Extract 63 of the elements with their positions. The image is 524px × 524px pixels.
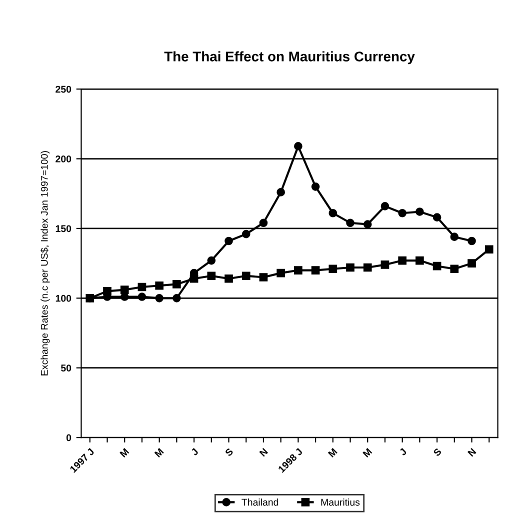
point [224,274,233,283]
point [380,202,390,210]
point [172,294,181,302]
point [259,218,268,228]
point [294,142,302,150]
point [311,182,320,191]
y-axis-title: Exchange Rates (n.c per US$, Index Jan 1997=100) [40,151,50,376]
legend-label: Mauritius [321,498,360,506]
point [190,274,198,283]
y-tick-label: 0 [66,434,72,442]
point [484,245,494,254]
point [155,294,164,302]
point [328,208,338,218]
point [242,230,250,238]
point [432,213,442,222]
point [468,236,476,246]
x-tick-label: M [362,448,372,458]
point [450,264,459,274]
x-tick-label: M [154,448,164,458]
point [172,280,181,288]
point [86,294,94,302]
point [138,292,146,301]
x-tick-label: S [432,448,442,457]
point [346,263,354,272]
point [224,236,233,246]
y-tick-label: 100 [56,294,72,302]
point [120,286,129,294]
point [416,256,424,265]
x-tick-label: J [398,448,407,456]
point [276,188,285,196]
point [432,262,442,270]
point [276,268,285,278]
point [363,263,372,272]
point [103,287,112,296]
x-tick-label: N [468,448,476,457]
y-tick-label: 200 [56,156,72,162]
point [311,266,320,274]
point [363,220,372,228]
x-tick-label: S [224,448,234,457]
point [380,260,390,269]
point [207,272,216,280]
y-tick-label: 250 [56,86,72,93]
point [416,208,424,216]
point [155,281,164,290]
point [242,272,250,280]
point [468,259,476,268]
point [138,282,146,292]
point [207,256,216,265]
chart-title: The Thai Effect on Mauritius Currency [164,51,415,64]
y-tick-label: 50 [60,364,72,372]
legend-label: Thailand [242,498,278,506]
point [259,273,268,282]
x-tick-label: N [259,448,268,457]
point [398,208,406,218]
y-tick-label: 150 [56,225,72,232]
point [398,256,406,265]
x-tick-label: J [190,448,199,456]
point [328,264,338,274]
point [346,218,354,228]
x-tick-label: M [120,448,130,458]
x-tick-label: M [328,448,338,458]
point [450,232,459,241]
point [294,266,302,274]
